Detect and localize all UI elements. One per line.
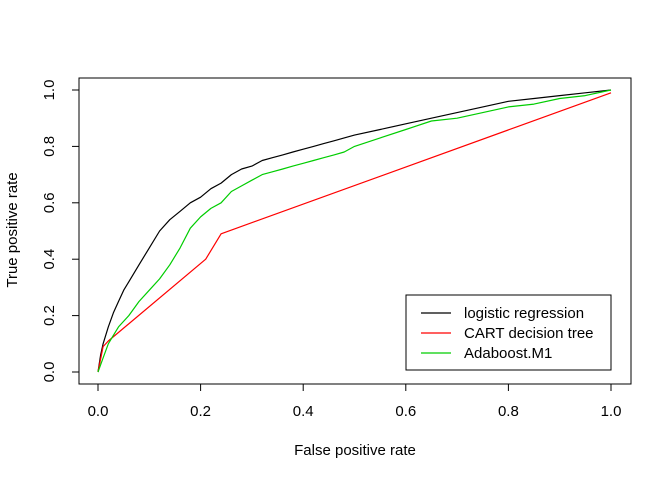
y-tick-label: 0.4 (41, 249, 58, 270)
legend-label: CART decision tree (464, 325, 594, 342)
legend-label: Adaboost.M1 (464, 345, 552, 362)
y-tick-label: 1.0 (41, 80, 58, 101)
y-axis: 0.0 0.2 0.4 0.6 0.8 1.0 (41, 80, 80, 383)
y-tick-label: 0.6 (41, 192, 58, 213)
series-line-1 (97, 92, 612, 373)
x-tick-label: 0.8 (498, 403, 519, 420)
x-tick-label: 0.0 (88, 403, 109, 420)
x-tick-label: 1.0 (601, 403, 622, 420)
x-tick-label: 0.6 (395, 403, 416, 420)
y-axis-label: True positive rate (4, 172, 21, 287)
x-axis: 0.0 0.2 0.4 0.6 0.8 1.0 (88, 383, 622, 420)
curves-layer (97, 89, 612, 373)
y-tick-label: 0.8 (41, 136, 58, 157)
y-tick-label: 0.2 (41, 305, 58, 326)
x-tick-label: 0.4 (293, 403, 314, 420)
x-tick-label: 0.2 (190, 403, 211, 420)
legend: logistic regression CART decision tree Ada… (405, 294, 612, 371)
series-line-0 (97, 89, 612, 373)
series-line-2 (97, 89, 612, 373)
x-axis-label: False positive rate (294, 442, 416, 459)
legend-label: logistic regression (464, 305, 584, 322)
y-tick-label: 0.0 (41, 362, 58, 383)
